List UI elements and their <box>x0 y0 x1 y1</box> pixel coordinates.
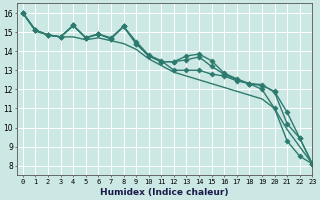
X-axis label: Humidex (Indice chaleur): Humidex (Indice chaleur) <box>100 188 229 197</box>
